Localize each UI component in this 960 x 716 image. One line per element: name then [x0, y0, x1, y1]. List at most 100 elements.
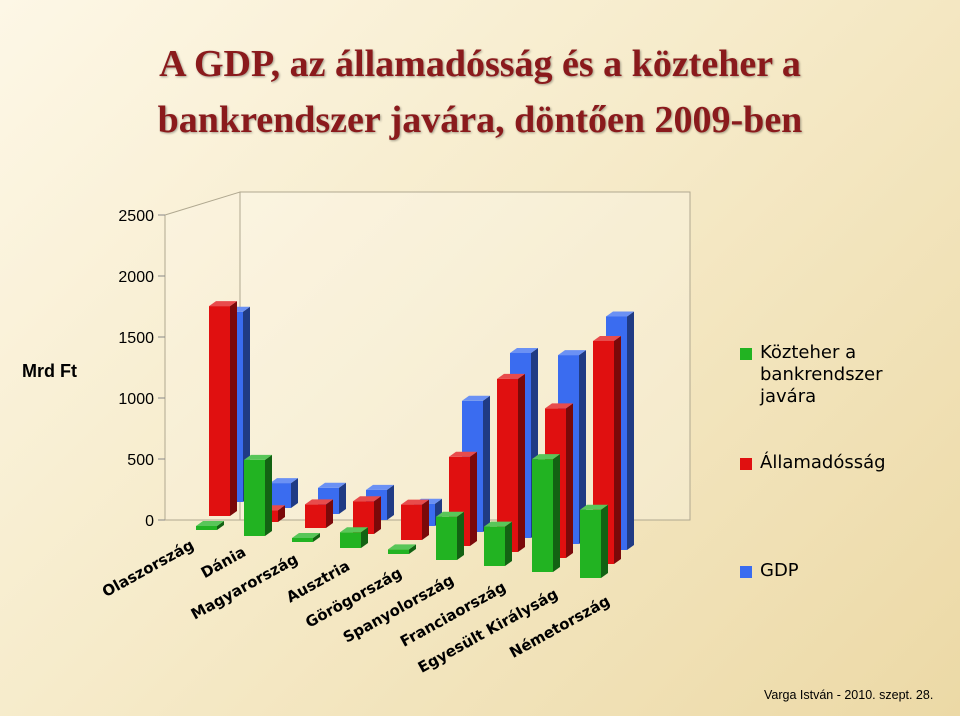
title-line-2: bankrendszer javára, döntően 2009-ben	[157, 99, 803, 141]
bar-22b322-5	[436, 511, 464, 560]
bar-side-face	[579, 350, 586, 544]
bar-top-face	[449, 451, 477, 457]
bar-top-face	[532, 454, 560, 460]
legend-swatch-allamadossag	[740, 458, 752, 470]
bar-side-face	[278, 505, 285, 522]
bar-top-face	[388, 544, 416, 550]
legend-label-kozteher: Közteher a bankrendszer javára	[760, 342, 883, 407]
bar-top-face	[497, 373, 525, 379]
y-axis-unit-label: Mrd Ft	[22, 361, 77, 381]
legend-item-gdp: GDP	[740, 560, 940, 582]
x-category-label: Olaszország	[99, 536, 197, 601]
legend-label-allamadossag: Államadósság	[760, 452, 886, 473]
bar-e01010-6	[497, 373, 525, 552]
bar-e01010-0	[209, 301, 237, 516]
bar-front-face	[292, 538, 313, 542]
y-tick-label: 0	[145, 513, 154, 530]
bar-e01010-4	[401, 499, 429, 540]
x-category-label: Dánia	[198, 543, 249, 582]
bar-top-face	[462, 395, 490, 401]
bar-front-face	[580, 509, 601, 578]
bar-side-face	[566, 403, 573, 558]
bar-22b322-0	[196, 521, 224, 530]
legend-swatch-kozteher	[740, 348, 752, 360]
bar-22b322-4	[388, 544, 416, 554]
bar-front-face	[401, 504, 422, 540]
bar-front-face	[340, 532, 361, 548]
bar-side-face	[505, 521, 512, 566]
bar-side-face	[553, 454, 560, 572]
bar-side-face	[627, 311, 634, 550]
bar-top-face	[270, 478, 298, 484]
y-tick-label: 1500	[118, 330, 154, 347]
bar-side-face	[387, 484, 394, 520]
bar-side-face	[230, 301, 237, 516]
bar-side-face	[313, 533, 320, 542]
bar-22b322-7	[532, 454, 560, 572]
bar-side-face	[326, 499, 333, 528]
bar-top-face	[209, 301, 237, 307]
bar-22b322-8	[580, 504, 608, 578]
bar-22b322-6	[484, 521, 512, 566]
bar-front-face	[497, 378, 518, 552]
bar-top-face	[593, 335, 621, 341]
bar-side-face	[614, 335, 621, 564]
legend-swatch-gdp	[740, 566, 752, 578]
bar-side-face	[265, 454, 272, 536]
y-tick-label: 500	[127, 452, 154, 469]
bar-side-face	[217, 521, 224, 530]
bar-side-face	[409, 544, 416, 554]
bar-side-face	[457, 511, 464, 560]
bar-side-face	[374, 496, 381, 534]
bar-top-face	[353, 496, 381, 502]
bar-front-face	[353, 501, 374, 534]
bar-22b322-1	[244, 454, 272, 536]
bar-top-face	[401, 499, 429, 505]
legend-label-gdp: GDP	[760, 560, 799, 581]
title-line-1: A GDP, az államadósság és a közteher a	[159, 43, 801, 85]
bar-top-face	[340, 527, 368, 533]
bar-front-face	[484, 526, 505, 566]
bar-top-face	[558, 350, 586, 356]
bar-top-face	[510, 348, 538, 354]
bar-front-face	[209, 306, 230, 516]
bar-top-face	[366, 484, 394, 490]
bar-top-face	[606, 311, 634, 317]
bar-top-face	[580, 504, 608, 510]
bar-top-face	[292, 533, 320, 538]
bar-top-face	[436, 511, 464, 517]
bar-front-face	[388, 549, 409, 554]
bar-e01010-3	[353, 496, 381, 534]
bar-top-face	[318, 482, 346, 488]
bar-side-face	[361, 527, 368, 548]
bar-side-face	[470, 451, 477, 546]
bar-side-face	[518, 373, 525, 552]
y-tick-label: 2500	[118, 208, 154, 225]
bar-top-face	[196, 521, 224, 526]
bar-front-face	[305, 504, 326, 528]
y-tick-label: 1000	[118, 391, 154, 408]
y-tick-label: 2000	[118, 269, 154, 286]
bar-top-face	[305, 499, 333, 505]
bar-front-face	[270, 483, 291, 508]
bar-front-face	[532, 459, 553, 572]
bar-e01010-2	[305, 499, 333, 528]
bar-side-face	[483, 395, 490, 532]
bar-side-face	[339, 482, 346, 514]
legend-item-kozteher: Közteher a bankrendszer javára	[740, 342, 940, 408]
bar-side-face	[291, 478, 298, 508]
bar-front-face	[244, 459, 265, 536]
bar-front-face	[436, 516, 457, 560]
bar-top-face	[244, 454, 272, 460]
bar-top-face	[484, 521, 512, 527]
bar-3a6cf0-1	[270, 478, 298, 508]
footer-credit: Varga István - 2010. szept. 28.	[764, 688, 934, 702]
legend-item-allamadossag: Államadósság	[740, 452, 940, 474]
bar-22b322-3	[340, 527, 368, 548]
bar-top-face	[545, 403, 573, 409]
bar-side-face	[601, 504, 608, 578]
bar-front-face	[196, 526, 217, 530]
chart-title: A GDP, az államadósság és a közteher a b…	[30, 36, 930, 148]
bar-side-face	[422, 499, 429, 540]
